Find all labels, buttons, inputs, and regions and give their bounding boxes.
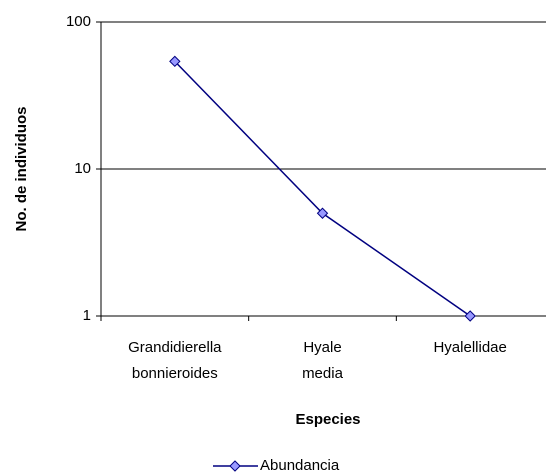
series-line	[174, 60, 471, 317]
marker	[316, 207, 329, 219]
y-tick-label: 10	[74, 160, 91, 177]
x-tick-label: Grandidierella bonnieroides	[128, 339, 222, 382]
y-tick-label: 1	[83, 307, 91, 324]
marker	[464, 310, 476, 322]
x-tick-label: Hyalellidae	[433, 339, 506, 356]
y-tick-label: 100	[66, 13, 91, 30]
y-axis-label: No. de individuos	[13, 106, 30, 231]
marker	[169, 55, 181, 68]
legend-label: Abundancia	[260, 457, 340, 474]
x-axis-label: Especies	[295, 411, 360, 428]
x-tick-label: Hyale media	[302, 339, 344, 382]
legend-marker	[229, 460, 241, 472]
